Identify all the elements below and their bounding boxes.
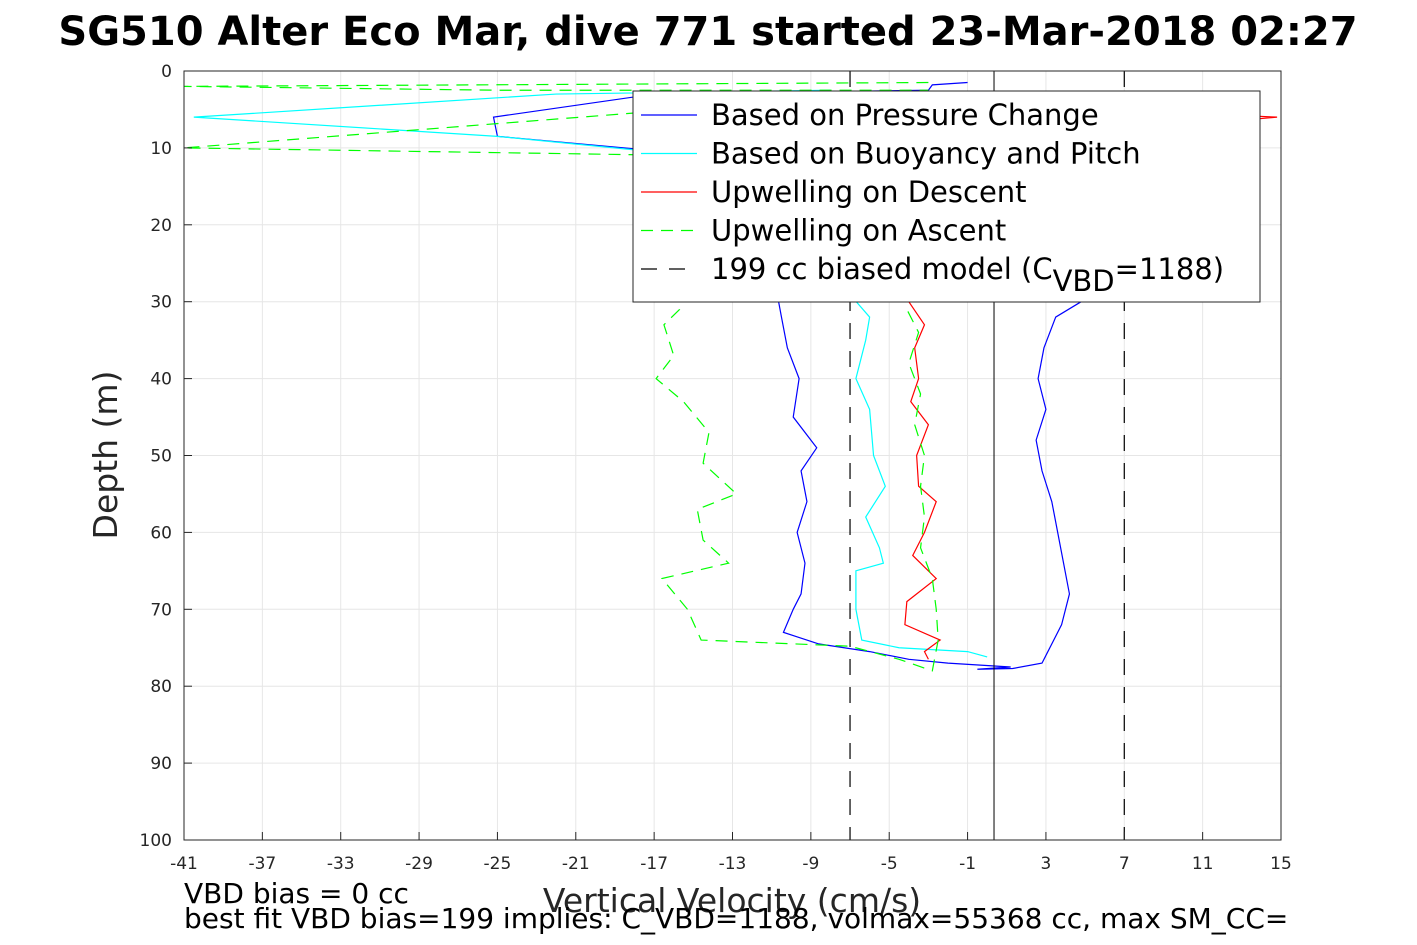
chart-title: SG510 Alter Eco Mar, dive 771 started 23… [58, 9, 1357, 55]
y-ticks: 0 10 20 30 40 50 60 70 80 90 100 [140, 62, 192, 851]
y-tick-label: 40 [150, 370, 172, 390]
y-tick-label: 80 [150, 677, 172, 697]
x-tick-label: -33 [327, 854, 355, 874]
x-ticks: -41 -37 -33 -29 -25 -21 -17 -13 -9 -5 -1 3 7 11 15 [170, 832, 1292, 874]
x-tick-label: -9 [802, 854, 819, 874]
y-tick-label: 50 [150, 447, 172, 467]
x-tick-label: 7 [1119, 854, 1130, 874]
y-tick-label: 90 [150, 754, 172, 774]
legend-entry: Based on Buoyancy and Pitch [711, 137, 1141, 171]
x-tick-label: -37 [248, 854, 276, 874]
x-tick-label: -1 [959, 854, 976, 874]
series-upwelling-on-descent-line [904, 115, 1278, 660]
legend-entry: Upwelling on Descent [711, 175, 1027, 209]
legend-entry: Upwelling on Ascent [711, 214, 1006, 248]
x-tick-label: -13 [719, 854, 747, 874]
x-tick-label: -41 [170, 854, 198, 874]
legend-label: 199 cc biased model (C [711, 252, 1053, 286]
footer-line-1: VBD bias = 0 cc [184, 877, 409, 910]
footer-line-2: best fit VBD bias=199 implies: C_VBD=118… [184, 902, 1288, 935]
y-tick-label: 100 [140, 831, 172, 851]
legend-label: Upwelling on Ascent [711, 214, 1006, 248]
legend-label: Based on Buoyancy and Pitch [711, 137, 1141, 171]
x-tick-label: -21 [562, 854, 590, 874]
x-tick-label: 15 [1270, 854, 1292, 874]
y-tick-label: 30 [150, 293, 172, 313]
x-tick-label: -17 [640, 854, 668, 874]
x-tick-label: -29 [405, 854, 433, 874]
y-axis-label: Depth (m) [86, 371, 125, 540]
legend-box [632, 90, 1261, 303]
legend-label-tail: =1188) [1115, 252, 1224, 286]
legend-label: Upwelling on Descent [711, 175, 1027, 209]
y-tick-label: 0 [161, 62, 172, 82]
legend-label: Based on Pressure Change [711, 98, 1099, 132]
series-based-on-buoyancy-and-pitch-line [193, 89, 988, 658]
y-tick-label: 60 [150, 523, 172, 543]
y-tick-label: 20 [150, 216, 172, 236]
x-tick-label: -25 [484, 854, 512, 874]
x-axis-label: Vertical Velocity (cm/s) [543, 881, 921, 920]
y-tick-label: 10 [150, 139, 172, 159]
x-tick-label: -5 [881, 854, 898, 874]
x-tick-label: 11 [1192, 854, 1214, 874]
y-tick-label: 70 [150, 600, 172, 620]
x-tick-label: 3 [1041, 854, 1052, 874]
legend-entry: Based on Pressure Change [711, 98, 1099, 132]
legend-subscript: VBD [1053, 264, 1115, 298]
legend-entry: 199 cc biased model (CVBD=1188) [711, 252, 1224, 298]
legend: Based on Pressure Change Based on Buoyanc… [632, 90, 1261, 303]
